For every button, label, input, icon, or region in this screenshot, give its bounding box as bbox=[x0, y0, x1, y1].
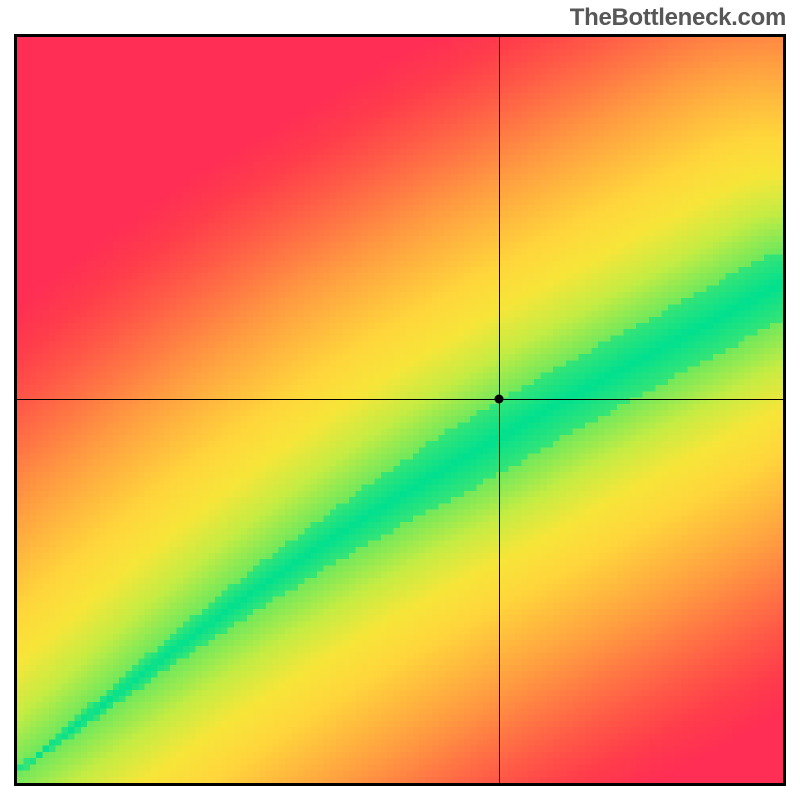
crosshair-vertical bbox=[499, 37, 500, 783]
watermark-text: TheBottleneck.com bbox=[570, 4, 786, 32]
bottleneck-heatmap bbox=[14, 34, 786, 786]
heatmap-canvas bbox=[17, 37, 783, 783]
crosshair-dot bbox=[495, 395, 504, 404]
crosshair-horizontal bbox=[17, 399, 783, 400]
